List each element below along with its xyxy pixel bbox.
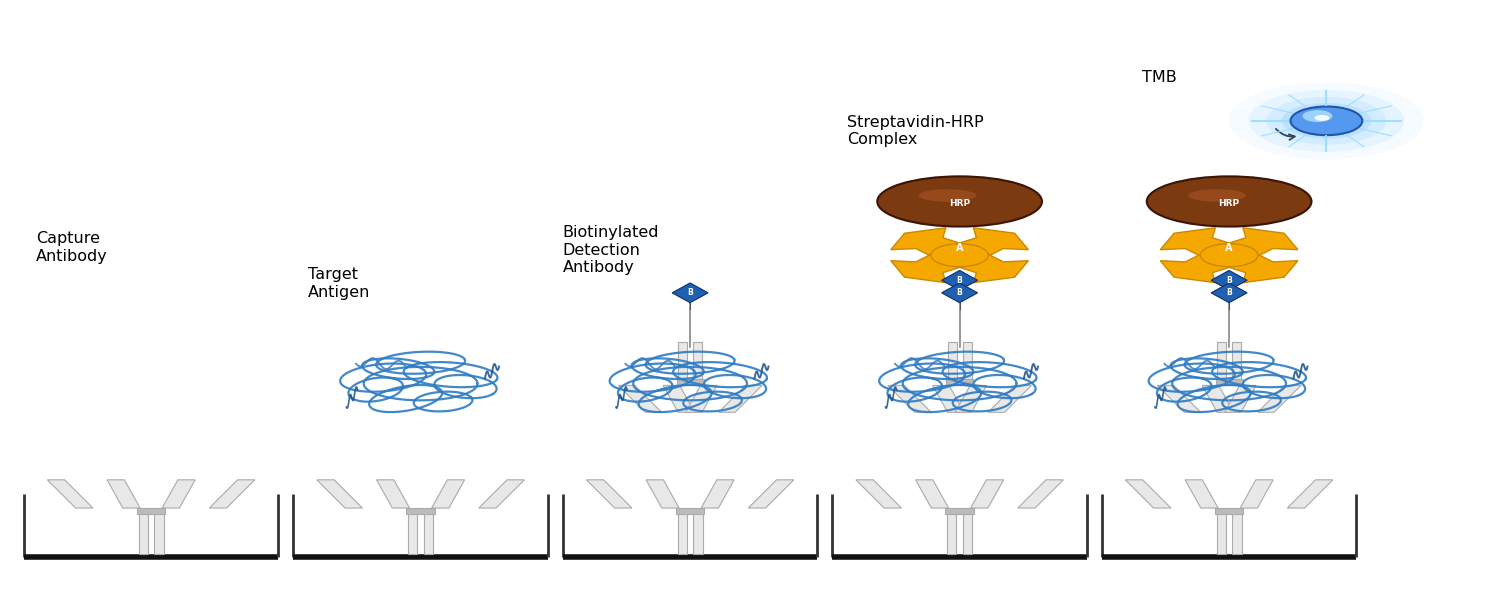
Polygon shape bbox=[915, 480, 948, 508]
Bar bbox=[408, 513, 417, 554]
Polygon shape bbox=[1019, 480, 1064, 508]
Text: B: B bbox=[1226, 289, 1232, 298]
Circle shape bbox=[1302, 110, 1332, 122]
Polygon shape bbox=[618, 385, 662, 412]
Text: Target
Antigen: Target Antigen bbox=[309, 267, 370, 299]
Polygon shape bbox=[1287, 480, 1334, 508]
Circle shape bbox=[932, 244, 988, 266]
Bar bbox=[946, 379, 974, 385]
Polygon shape bbox=[1210, 283, 1246, 302]
Circle shape bbox=[1290, 107, 1362, 135]
Bar bbox=[963, 513, 972, 554]
Bar bbox=[693, 513, 702, 554]
Polygon shape bbox=[1224, 385, 1256, 412]
Polygon shape bbox=[942, 283, 978, 302]
Polygon shape bbox=[1257, 385, 1300, 412]
Polygon shape bbox=[891, 228, 977, 262]
Polygon shape bbox=[942, 271, 978, 290]
Polygon shape bbox=[316, 480, 363, 508]
Text: Biotinylated
Detection
Antibody: Biotinylated Detection Antibody bbox=[562, 226, 660, 275]
Bar bbox=[424, 513, 433, 554]
Text: B: B bbox=[957, 289, 963, 298]
Bar bbox=[946, 513, 957, 554]
Polygon shape bbox=[106, 480, 140, 508]
Polygon shape bbox=[970, 480, 1004, 508]
Polygon shape bbox=[663, 385, 694, 412]
Polygon shape bbox=[646, 480, 680, 508]
Bar bbox=[963, 342, 972, 380]
Polygon shape bbox=[1212, 228, 1298, 262]
Polygon shape bbox=[1161, 248, 1246, 283]
Ellipse shape bbox=[1148, 176, 1311, 227]
Polygon shape bbox=[1240, 480, 1274, 508]
Bar bbox=[406, 508, 435, 514]
Polygon shape bbox=[672, 283, 708, 302]
Text: B: B bbox=[957, 276, 963, 285]
Bar bbox=[1216, 513, 1225, 554]
Text: B: B bbox=[687, 289, 693, 298]
Ellipse shape bbox=[1188, 189, 1246, 202]
Ellipse shape bbox=[920, 189, 976, 202]
Circle shape bbox=[1228, 82, 1424, 160]
Circle shape bbox=[1314, 115, 1329, 121]
Polygon shape bbox=[210, 480, 255, 508]
Ellipse shape bbox=[878, 176, 1042, 227]
Polygon shape bbox=[888, 385, 932, 412]
Circle shape bbox=[1200, 244, 1258, 266]
Bar bbox=[945, 508, 974, 514]
Text: Streptavidin-HRP
Complex: Streptavidin-HRP Complex bbox=[847, 115, 984, 147]
Polygon shape bbox=[1185, 480, 1218, 508]
Polygon shape bbox=[1202, 385, 1233, 412]
Bar bbox=[1216, 342, 1225, 380]
Text: Capture
Antibody: Capture Antibody bbox=[36, 232, 108, 264]
Bar bbox=[138, 513, 148, 554]
Polygon shape bbox=[718, 385, 762, 412]
Polygon shape bbox=[1161, 228, 1246, 262]
Text: HRP: HRP bbox=[950, 199, 970, 208]
Text: A: A bbox=[1226, 243, 1233, 253]
Text: TMB: TMB bbox=[1143, 70, 1178, 85]
Polygon shape bbox=[700, 480, 734, 508]
Bar bbox=[136, 508, 165, 514]
Bar bbox=[1232, 342, 1240, 380]
Polygon shape bbox=[48, 480, 93, 508]
Polygon shape bbox=[956, 385, 987, 412]
Text: A: A bbox=[956, 243, 963, 253]
Polygon shape bbox=[942, 248, 1029, 283]
Circle shape bbox=[1266, 97, 1386, 145]
Polygon shape bbox=[891, 248, 977, 283]
Text: B: B bbox=[1226, 276, 1232, 285]
Bar bbox=[154, 513, 164, 554]
Polygon shape bbox=[686, 385, 717, 412]
Polygon shape bbox=[586, 480, 632, 508]
Bar bbox=[678, 342, 687, 380]
Polygon shape bbox=[432, 480, 465, 508]
Circle shape bbox=[1281, 103, 1371, 139]
Polygon shape bbox=[376, 480, 410, 508]
Polygon shape bbox=[1156, 385, 1200, 412]
Text: HRP: HRP bbox=[1218, 199, 1239, 208]
Polygon shape bbox=[162, 480, 195, 508]
Polygon shape bbox=[942, 228, 1029, 262]
Bar bbox=[1215, 379, 1242, 385]
Polygon shape bbox=[988, 385, 1032, 412]
Bar bbox=[693, 342, 702, 380]
Polygon shape bbox=[478, 480, 525, 508]
Bar bbox=[678, 513, 687, 554]
Polygon shape bbox=[1212, 248, 1298, 283]
Polygon shape bbox=[1210, 271, 1246, 290]
Polygon shape bbox=[748, 480, 794, 508]
Bar bbox=[1233, 513, 1242, 554]
Bar bbox=[948, 342, 957, 380]
Circle shape bbox=[1248, 90, 1404, 152]
Polygon shape bbox=[933, 385, 964, 412]
Bar bbox=[676, 508, 705, 514]
Polygon shape bbox=[1125, 480, 1172, 508]
Polygon shape bbox=[856, 480, 901, 508]
Bar bbox=[1215, 508, 1243, 514]
Bar bbox=[676, 379, 703, 385]
